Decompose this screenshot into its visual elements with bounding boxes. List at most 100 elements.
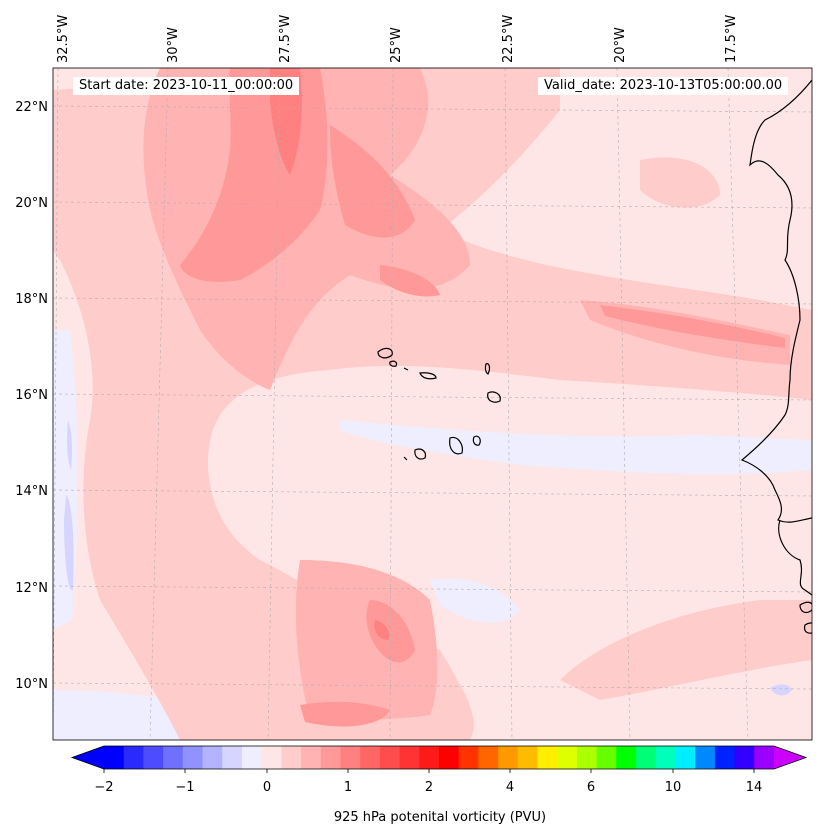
cape-verde-island — [377, 347, 393, 359]
colorbar-tick-label: 4 — [506, 780, 514, 795]
pv-negative-region — [64, 495, 74, 591]
colorbar-over-arrow — [774, 746, 806, 769]
colorbar-under-arrow — [72, 746, 104, 769]
colorbar-segment — [734, 746, 755, 769]
colorbar-segment — [419, 746, 440, 769]
lat-label: 22°N — [15, 100, 48, 115]
colorbar-segment — [616, 746, 637, 769]
lon-label: 32.5°W — [56, 15, 71, 63]
cape-verde-island — [449, 436, 463, 455]
colorbar-tick-label: 6 — [587, 780, 595, 795]
cape-verde-island — [403, 456, 408, 461]
cape-verde-island — [472, 435, 481, 446]
pv-band — [366, 600, 415, 663]
pv-band — [300, 701, 390, 727]
africa-coastline — [803, 622, 812, 634]
cape-verde-island — [487, 391, 501, 403]
longitude-labels: 32.5°W 30°W 27.5°W 25°W 22.5°W 20°W 17.5… — [56, 15, 739, 63]
pv-field — [53, 68, 812, 740]
pv-band — [600, 305, 785, 348]
colorbar-tick-label: −2 — [94, 780, 113, 795]
colorbar-title: 925 hPa potenital vorticity (PVU) — [334, 810, 546, 825]
lon-label: 27.5°W — [278, 15, 293, 63]
pv-band — [295, 560, 438, 720]
colorbar-segment — [281, 746, 302, 769]
graticule — [53, 68, 812, 740]
colorbar-segment — [675, 746, 696, 769]
cape-verde-island — [389, 360, 398, 367]
pv-negative-region — [340, 420, 812, 475]
lon-label: 22.5°W — [501, 15, 516, 63]
colorbar-tick-label: 0 — [263, 780, 271, 795]
africa-coastline — [778, 519, 812, 596]
colorbar-segment — [261, 746, 282, 769]
colorbar-segment — [163, 746, 184, 769]
start-date-label: Start date: 2023-10-11_00:00:00 — [73, 77, 300, 95]
lat-label: 16°N — [15, 388, 48, 403]
cape-verde-island — [403, 367, 409, 371]
colorbar-segment — [104, 746, 125, 769]
valid-date-label: Valid_date: 2023-10-13T05:00:00.00 — [538, 77, 789, 95]
pv-band — [560, 600, 812, 700]
colorbar-segment — [320, 746, 341, 769]
lon-label: 17.5°W — [724, 15, 739, 63]
latitude-labels: 22°N 20°N 18°N 16°N 14°N 12°N 10°N — [15, 100, 48, 692]
cape-verde-island — [484, 363, 491, 375]
africa-coastline — [740, 79, 812, 523]
coastlines — [377, 79, 812, 634]
colorbar-segment — [439, 746, 460, 769]
colorbar-segment — [478, 746, 499, 769]
colorbar-segment — [655, 746, 676, 769]
colorbar-segment — [714, 746, 736, 769]
colorbar-segment — [537, 746, 558, 769]
lat-label: 10°N — [15, 677, 48, 692]
lat-label: 12°N — [15, 581, 48, 596]
colorbar-tick-label: 10 — [665, 780, 682, 795]
pv-band — [380, 265, 440, 297]
pv-band — [374, 620, 390, 640]
colorbar-segment — [636, 746, 657, 769]
colorbar-segment — [458, 746, 479, 769]
colorbar-segment — [202, 746, 223, 769]
colorbar-segment — [399, 746, 420, 769]
pv-band — [143, 68, 470, 390]
colorbar-segment — [143, 746, 164, 769]
lat-label: 20°N — [15, 196, 48, 211]
pv-negative-region — [770, 684, 792, 696]
colorbar-segment — [123, 746, 144, 769]
colorbar-segment — [695, 746, 716, 769]
lon-label: 30°W — [166, 27, 181, 63]
lon-label: 25°W — [389, 27, 404, 63]
lat-label: 18°N — [15, 292, 48, 307]
colorbar-tick-label: −1 — [175, 780, 194, 795]
colorbar-tick-marks — [103, 769, 755, 773]
colorbar-segment — [340, 746, 361, 769]
colorbar-segment — [241, 746, 263, 769]
colorbar-segment — [754, 746, 775, 769]
colorbar-tick-label: 2 — [425, 780, 433, 795]
pv-band — [640, 157, 720, 208]
colorbar-segment — [517, 746, 539, 769]
colorbar-segment — [498, 746, 519, 769]
colorbar-segment — [301, 746, 322, 769]
pv-negative-region — [53, 330, 78, 630]
cape-verde-island — [414, 448, 427, 460]
colorbar-segment — [222, 746, 243, 769]
colorbar-segment — [360, 746, 381, 769]
colorbar-tick-label: 1 — [344, 780, 352, 795]
colorbar-segment — [576, 746, 598, 769]
colorbar-segment — [182, 746, 204, 769]
pv-negative-region — [430, 578, 520, 623]
africa-coastline — [799, 601, 812, 614]
colorbar — [70, 745, 808, 770]
colorbar-segment — [596, 746, 617, 769]
colorbar-ticks: −2 −1 0 1 2 4 6 10 14 — [94, 780, 762, 795]
map-frame — [52, 67, 813, 741]
colorbar-tick-label: 14 — [746, 780, 763, 795]
pv-negative-region — [67, 420, 72, 470]
pv-band — [330, 125, 415, 238]
colorbar-segment — [557, 746, 578, 769]
colorbar-segment — [379, 746, 401, 769]
lat-label: 14°N — [15, 484, 48, 499]
